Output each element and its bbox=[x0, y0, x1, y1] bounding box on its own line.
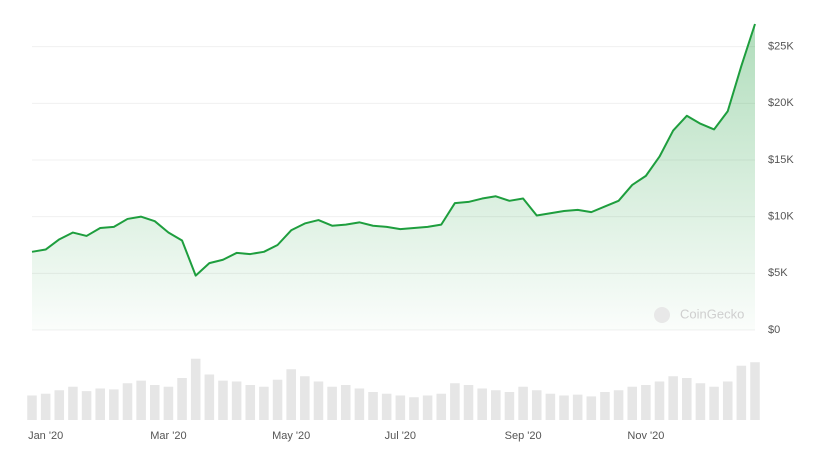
price-line bbox=[31, 23, 756, 277]
volume-bar bbox=[709, 386, 719, 420]
y-tick-label: $15K bbox=[768, 154, 794, 166]
volume-bar bbox=[627, 386, 638, 420]
volume-bar bbox=[245, 385, 256, 420]
volume-bar bbox=[531, 390, 542, 420]
volume-bar bbox=[259, 386, 269, 420]
volume-bar bbox=[204, 374, 215, 420]
x-tick-label: Jul '20 bbox=[385, 430, 416, 442]
y-tick-label: $5K bbox=[768, 267, 788, 279]
x-tick-label: Mar '20 bbox=[150, 430, 186, 442]
y-tick-label: $0 bbox=[768, 324, 780, 336]
volume-bar bbox=[272, 379, 283, 420]
volume-bar bbox=[395, 395, 406, 420]
volume-bar bbox=[504, 392, 515, 420]
x-tick-label: May '20 bbox=[272, 430, 310, 442]
volume-bar bbox=[491, 390, 501, 420]
volume-bar bbox=[668, 376, 678, 420]
volume-bar bbox=[40, 393, 51, 420]
y-tick-label: $20K bbox=[768, 97, 794, 109]
volume-bar bbox=[750, 362, 760, 420]
volume-bar bbox=[136, 380, 146, 420]
volume-bar bbox=[354, 388, 365, 420]
volume-bar bbox=[682, 378, 692, 420]
volume-bar bbox=[654, 381, 665, 420]
volume-bar bbox=[149, 385, 160, 420]
volume-bar bbox=[559, 395, 569, 420]
volume-bar bbox=[368, 392, 378, 420]
volume-bar bbox=[218, 380, 228, 420]
watermark: CoinGecko bbox=[654, 306, 744, 323]
volume-bar bbox=[463, 385, 474, 420]
volume-bar bbox=[54, 390, 65, 420]
volume-bar bbox=[613, 390, 624, 420]
volume-bar bbox=[231, 381, 242, 420]
volume-bar bbox=[409, 397, 419, 420]
volume-bar bbox=[518, 386, 528, 420]
watermark-icon bbox=[654, 307, 670, 323]
volume-bar bbox=[422, 395, 433, 420]
volume-bar bbox=[340, 385, 351, 420]
volume-bar bbox=[286, 369, 296, 420]
area-fill bbox=[32, 24, 755, 330]
volume-bar bbox=[600, 392, 610, 420]
volume-bar bbox=[641, 385, 651, 420]
volume-bar bbox=[381, 393, 392, 420]
volume-bar bbox=[163, 386, 174, 420]
x-tick-label: Sep '20 bbox=[505, 430, 542, 442]
volume-bar bbox=[436, 393, 447, 420]
volume-bar bbox=[177, 378, 187, 420]
volume-bar bbox=[722, 381, 733, 420]
volume-bar bbox=[190, 358, 201, 420]
watermark-text: CoinGecko bbox=[680, 306, 744, 321]
volume-bar bbox=[27, 395, 37, 420]
volume-bar bbox=[695, 383, 706, 420]
x-tick-label: Jan '20 bbox=[28, 430, 63, 442]
x-tick-label: Nov '20 bbox=[627, 430, 664, 442]
volume-bar bbox=[300, 376, 310, 420]
y-tick-label: $10K bbox=[768, 211, 794, 223]
volume-bar bbox=[95, 388, 105, 420]
volume-bar bbox=[327, 386, 337, 420]
volume-bar bbox=[313, 381, 324, 420]
volume-bar bbox=[81, 391, 92, 420]
volume-bar bbox=[450, 383, 460, 420]
volume-bar bbox=[736, 365, 747, 420]
volume-bar bbox=[68, 386, 78, 420]
volume-bar bbox=[109, 389, 119, 420]
volume-bar bbox=[572, 394, 583, 420]
volume-bar bbox=[586, 396, 597, 420]
volume-bar bbox=[545, 393, 556, 420]
volume-bar bbox=[122, 383, 133, 420]
y-tick-label: $25K bbox=[768, 41, 794, 53]
volume-bar bbox=[477, 388, 487, 420]
